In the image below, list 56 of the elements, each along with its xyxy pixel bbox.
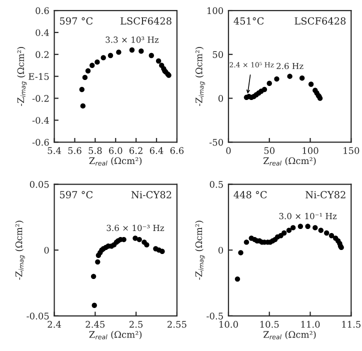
y-tick-label: 100 (207, 7, 224, 14)
x-tick-label: 150 (344, 147, 360, 154)
x-tick-label: 11.5 (342, 320, 360, 328)
x-tick-label: 10.5 (260, 320, 279, 328)
x-tick-label: 6.6 (170, 147, 184, 154)
annotation: 597 °C (60, 191, 93, 198)
x-tick-label: 50 (264, 147, 275, 154)
x-tick-label: 5.6 (68, 147, 82, 154)
y-tick-label: -0.4 (32, 116, 49, 124)
y-axis-title: -Z$_{imag}$ (Ωcm²) (15, 220, 25, 280)
x-tick-label: 2.55 (168, 320, 186, 328)
annotation: Ni-CY82 (306, 191, 346, 198)
x-axis-title: Z$_{real}$ (Ωcm²) (89, 330, 142, 340)
y-tick-label: 0.2 (36, 51, 49, 58)
annotation: 3.6 × 10⁻³ Hz (106, 224, 164, 232)
annotation: LSCF6428 (294, 17, 346, 25)
y-axis-title: -Z$_{imag}$ (Ωcm²) (17, 47, 27, 106)
y-tick-label: 0 (44, 246, 49, 254)
y-tick-label: 0 (218, 95, 224, 102)
y-tick-label: -50 (209, 138, 224, 146)
y-tick-label: E-15 (28, 73, 49, 80)
x-tick-label: 100 (302, 147, 318, 154)
annotation: 3.0 × 10⁻¹ Hz (279, 212, 337, 220)
annotation: 3.3 × 10³ Hz (106, 36, 159, 43)
x-tick-label: 2.5 (130, 320, 143, 328)
annotation: 451°C (234, 17, 264, 25)
y-tick-label: 0.05 (30, 181, 49, 188)
annotation: Ni-CY82 (131, 191, 172, 198)
y-tick-label: 0.6 (36, 7, 49, 14)
y-tick-label: -0.2 (32, 95, 49, 102)
y-tick-label: -0.05 (26, 312, 49, 320)
annotation: LSCF6428 (120, 17, 172, 25)
y-tick-label: -0.6 (32, 138, 49, 146)
annotation: 597 °C (60, 17, 93, 25)
x-tick-label: 5.8 (88, 147, 102, 154)
annotation: 2.6 Hz (276, 62, 304, 70)
x-tick-label: 10.0 (220, 320, 238, 328)
y-tick-label: 50 (212, 51, 224, 58)
x-tick-label: 6.4 (150, 147, 164, 154)
x-axis-title: Z$_{real}$ (Ωcm²) (263, 330, 316, 340)
x-tick-label: 2.45 (86, 320, 105, 328)
y-axis-title: -Z$_{imag}$ (Ωcm²) (195, 47, 205, 106)
y-tick-label: 0.5 (210, 181, 223, 188)
y-tick-label: -0.5 (206, 312, 223, 320)
x-axis-title: Z$_{real}$ (Ωcm²) (89, 157, 142, 166)
y-tick-label: 0.4 (36, 29, 49, 36)
x-tick-label: 11.0 (301, 320, 320, 328)
x-axis-title: Z$_{real}$ (Ωcm²) (263, 157, 316, 166)
y-tick-label: 0 (218, 246, 224, 254)
x-tick-label: 5.4 (48, 147, 62, 154)
x-tick-label: 6.2 (130, 147, 142, 154)
x-tick-label: 6.0 (109, 147, 122, 154)
annotation: 448 °C (234, 191, 267, 198)
x-tick-label: 2.4 (48, 320, 62, 328)
x-tick-label: 0 (226, 147, 231, 154)
y-axis-title: -Z$_{imag}$ (Ωcm²) (195, 220, 205, 280)
